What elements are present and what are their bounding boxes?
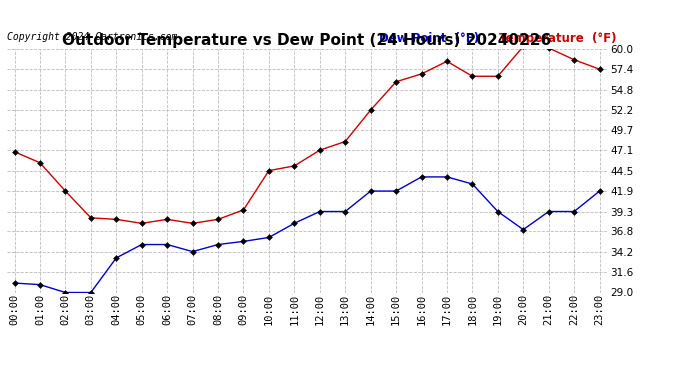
- Text: Temperature  (°F): Temperature (°F): [499, 32, 617, 45]
- Title: Outdoor Temperature vs Dew Point (24 Hours) 20240226: Outdoor Temperature vs Dew Point (24 Hou…: [62, 33, 552, 48]
- Text: Dew Point  (°F): Dew Point (°F): [379, 32, 480, 45]
- Text: Copyright 2024 Cartronics.com: Copyright 2024 Cartronics.com: [7, 32, 177, 42]
